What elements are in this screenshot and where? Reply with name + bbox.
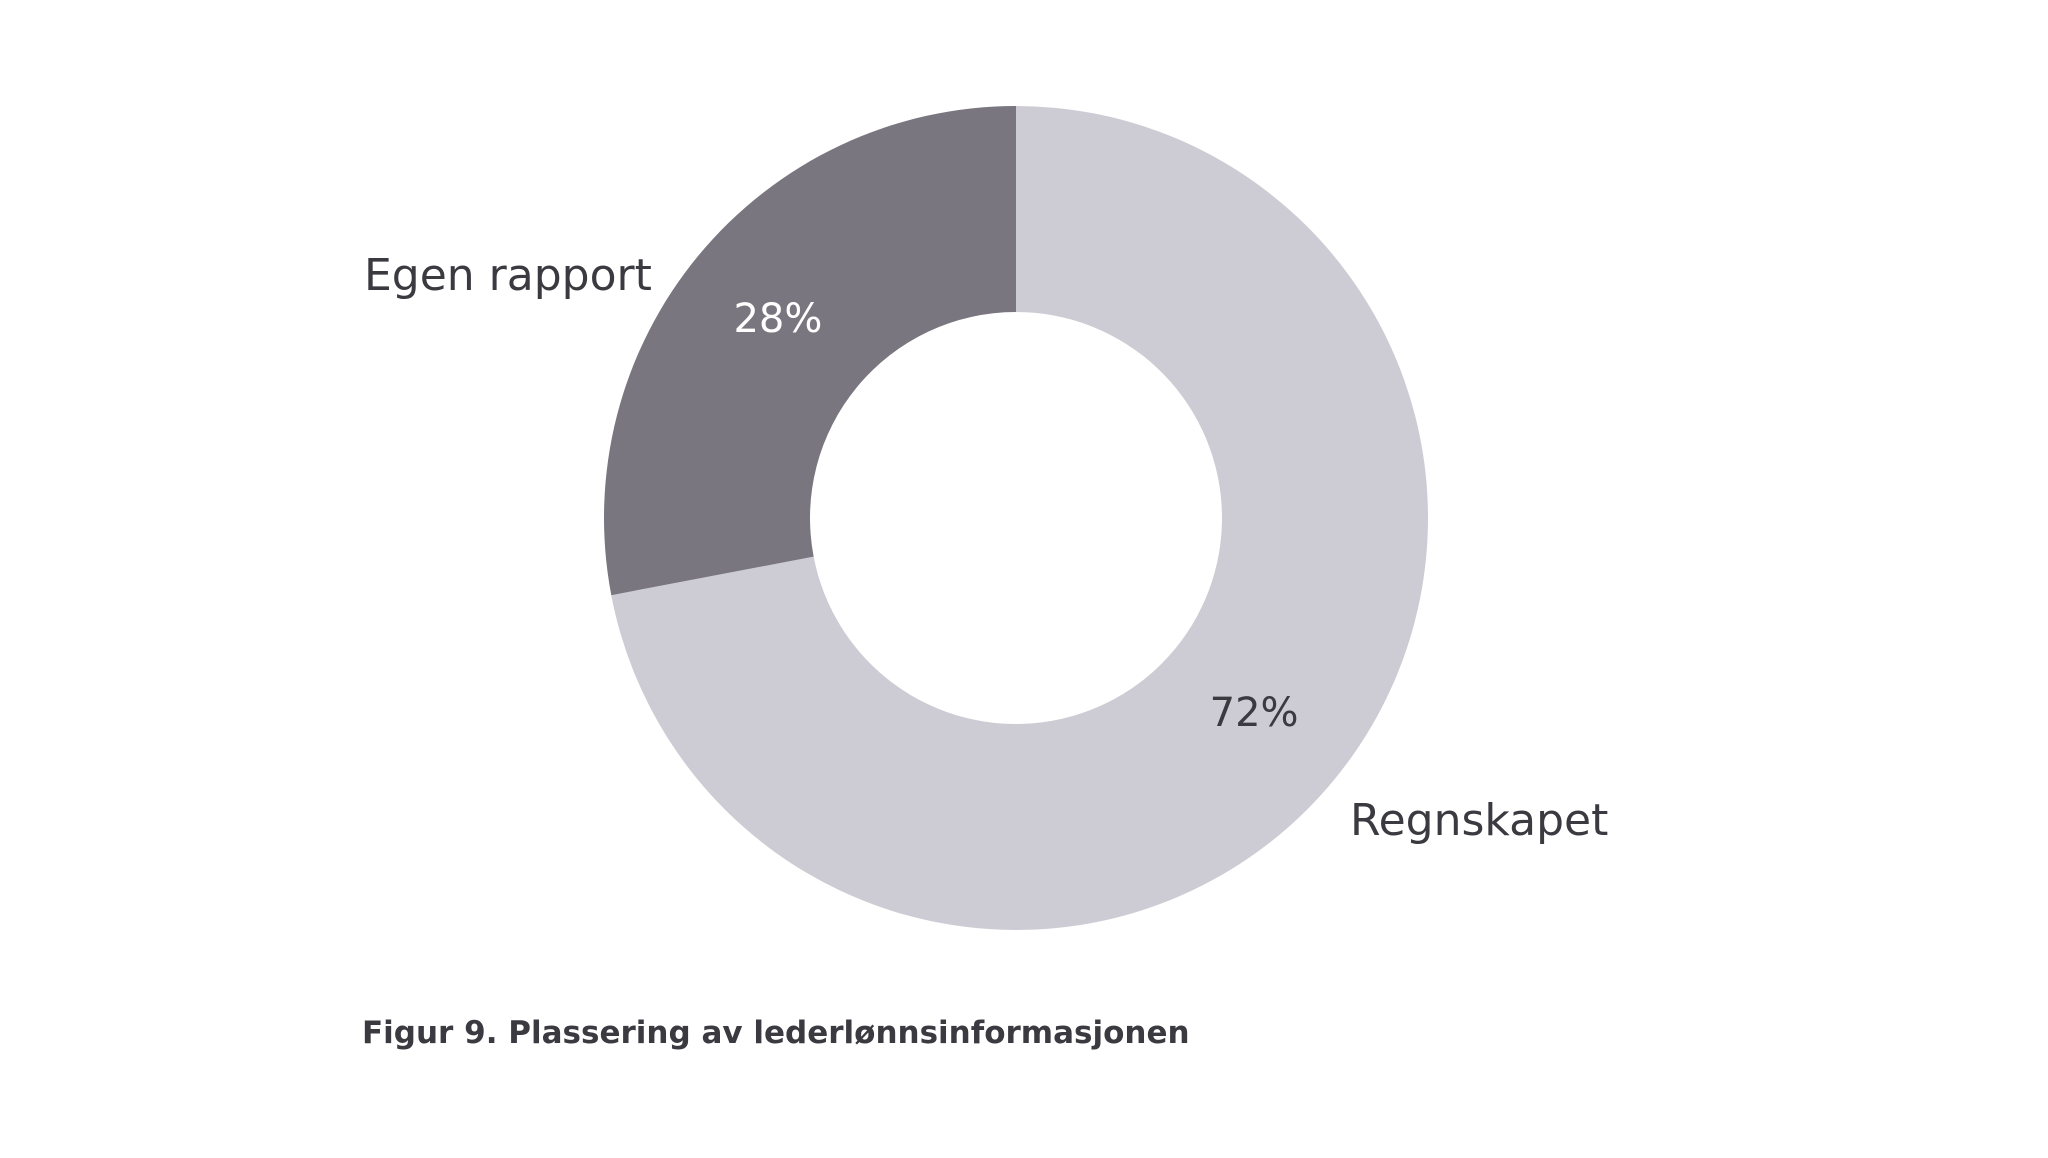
category-label-egen-rapport: Egen rapport [364, 250, 652, 301]
donut-slice-egen-rapport [604, 106, 1016, 596]
slice-value-label-egen-rapport: 28% [733, 296, 822, 342]
slice-value-label-regnskapet: 72% [1210, 690, 1299, 736]
category-label-regnskapet: Regnskapet [1350, 795, 1608, 846]
donut-slice-regnskapet [611, 106, 1428, 930]
figure-caption: Figur 9. Plassering av lederlønnsinforma… [362, 1015, 1190, 1051]
